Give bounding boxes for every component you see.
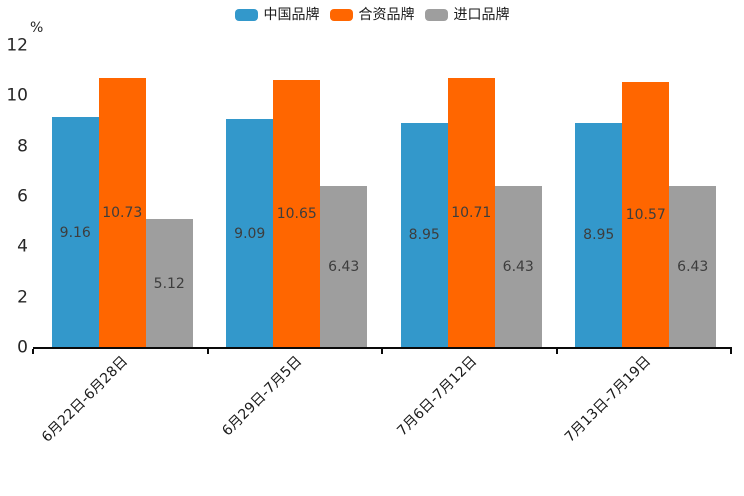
y-tick-label: 6 — [17, 186, 28, 207]
legend-label: 中国品牌 — [263, 7, 320, 23]
bar-value-label: 10.71 — [451, 205, 492, 222]
legend-swatch-icon — [234, 9, 258, 21]
bar-中国品牌-2: 8.95 — [400, 122, 448, 348]
legend-label: 合资品牌 — [358, 7, 415, 23]
chart-legend: 中国品牌 合资品牌 进口品牌 — [0, 8, 744, 22]
bar-合资品牌-2: 10.71 — [447, 78, 495, 348]
bar-中国品牌-3: 8.95 — [575, 122, 623, 348]
x-tick-label: 7月6日-7月12日 — [393, 353, 480, 440]
y-tick-label: 2 — [17, 287, 28, 308]
x-tick-label: 7月13日-7月19日 — [562, 353, 655, 446]
bar-value-label: 5.12 — [153, 275, 185, 292]
x-axis-tick — [730, 349, 732, 354]
bar-value-label: 9.16 — [59, 224, 91, 241]
legend-item-0[interactable]: 中国品牌 — [234, 7, 320, 23]
y-axis-unit-label: % — [30, 20, 44, 36]
bar-value-label: 6.43 — [502, 259, 534, 276]
x-tick-label: 6月22日-6月28日 — [38, 353, 131, 446]
x-axis-line — [33, 347, 732, 349]
bar-value-label: 9.09 — [234, 225, 266, 242]
legend-swatch-icon — [424, 9, 448, 21]
bar-合资品牌-0: 10.73 — [98, 77, 146, 348]
bar-value-label: 8.95 — [408, 227, 440, 244]
y-tick-label: 12 — [6, 35, 28, 56]
legend-item-2[interactable]: 进口品牌 — [424, 7, 510, 23]
y-tick-label: 8 — [17, 136, 28, 157]
bar-进口品牌-3: 6.43 — [669, 186, 717, 348]
legend-item-1[interactable]: 合资品牌 — [329, 7, 415, 23]
bar-value-label: 6.43 — [328, 259, 360, 276]
x-axis-tick — [206, 349, 209, 354]
bar-进口品牌-2: 6.43 — [494, 186, 542, 348]
bar-中国品牌-1: 9.09 — [226, 119, 274, 348]
bar-合资品牌-1: 10.65 — [273, 79, 321, 348]
bar-value-label: 6.43 — [677, 259, 709, 276]
x-axis-tick — [381, 349, 383, 354]
bar-value-label: 10.65 — [276, 205, 317, 222]
y-tick-label: 4 — [17, 236, 28, 257]
bar-value-label: 10.57 — [625, 206, 666, 223]
legend-swatch-icon — [329, 9, 353, 21]
bar-value-label: 10.73 — [102, 204, 143, 221]
bar-进口品牌-1: 6.43 — [320, 186, 368, 348]
bar-进口品牌-0: 5.12 — [145, 219, 193, 348]
bar-中国品牌-0: 9.16 — [51, 117, 99, 348]
bar-value-label: 8.95 — [583, 227, 615, 244]
y-tick-label: 0 — [17, 337, 28, 358]
x-axis-tick — [32, 349, 34, 354]
legend-label: 进口品牌 — [453, 7, 510, 23]
x-tick-label: 6月29日-7月5日 — [219, 353, 306, 440]
bar-合资品牌-3: 10.57 — [622, 81, 670, 348]
x-axis-tick — [555, 349, 558, 354]
y-tick-label: 10 — [6, 85, 28, 106]
